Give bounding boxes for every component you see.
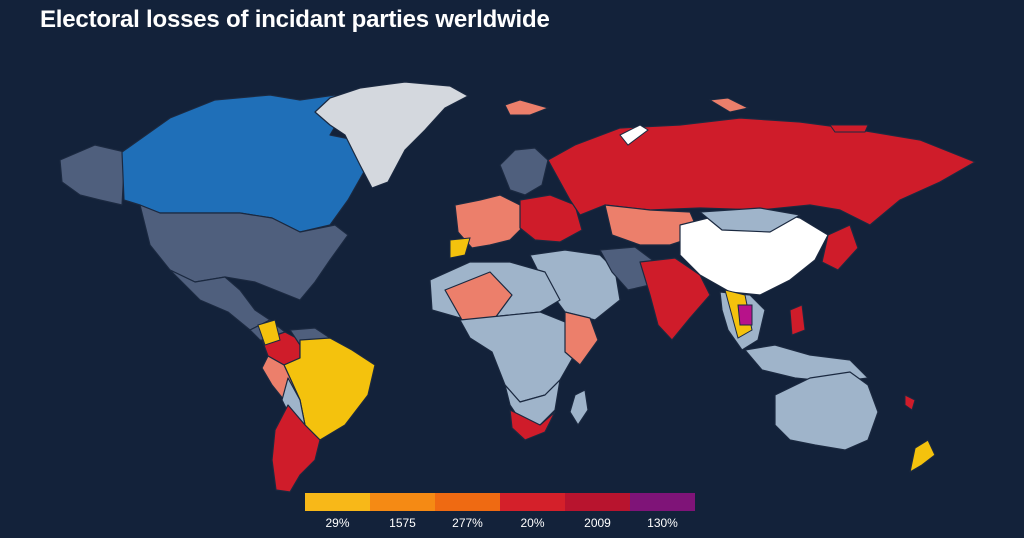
region-japan — [821, 224, 859, 271]
island-franz-josef — [708, 97, 750, 113]
legend-labels: 29% 1575 277% 20% 2009 130% — [305, 516, 695, 530]
region-east-africa — [564, 311, 599, 366]
legend-label: 277% — [452, 516, 483, 530]
island-svalbard — [504, 99, 550, 116]
region-indonesia — [744, 344, 869, 383]
legend-label: 2009 — [584, 516, 611, 530]
legend-swatch — [500, 493, 565, 511]
legend-swatch — [370, 493, 435, 511]
region-new-zealand — [909, 439, 936, 473]
legend-label: 1575 — [389, 516, 416, 530]
region-panama-accent — [257, 319, 281, 346]
island-siberian — [829, 124, 869, 133]
region-cambodia-accent — [737, 304, 753, 326]
region-central-africa — [459, 311, 581, 403]
region-eastern-europe — [519, 194, 583, 243]
island-philippines — [789, 304, 806, 336]
region-mongolia — [699, 207, 801, 233]
region-south-africa — [509, 409, 556, 441]
region-australia — [774, 371, 879, 451]
region-alaska — [59, 144, 126, 206]
legend-color-bar — [305, 493, 695, 511]
region-sahel — [444, 271, 513, 321]
legend-swatch — [305, 493, 370, 511]
legend-swatch — [565, 493, 630, 511]
region-argentina-chile — [271, 404, 321, 493]
region-greenland — [314, 81, 469, 189]
region-mexico — [169, 269, 271, 331]
region-scandinavia — [499, 147, 549, 196]
island-vanuatu — [904, 394, 916, 411]
legend: 29% 1575 277% 20% 2009 130% — [305, 493, 695, 530]
region-india — [639, 257, 711, 341]
region-iberia-accent — [449, 237, 471, 259]
legend-swatch — [435, 493, 500, 511]
map-title: Electoral losses of incidant parties wer… — [40, 6, 550, 33]
island-novaya-zemlya — [619, 124, 649, 146]
legend-label: 130% — [647, 516, 678, 530]
region-madagascar — [569, 389, 589, 426]
legend-swatch — [630, 493, 695, 511]
legend-label: 29% — [325, 516, 350, 530]
legend-label: 20% — [520, 516, 545, 530]
